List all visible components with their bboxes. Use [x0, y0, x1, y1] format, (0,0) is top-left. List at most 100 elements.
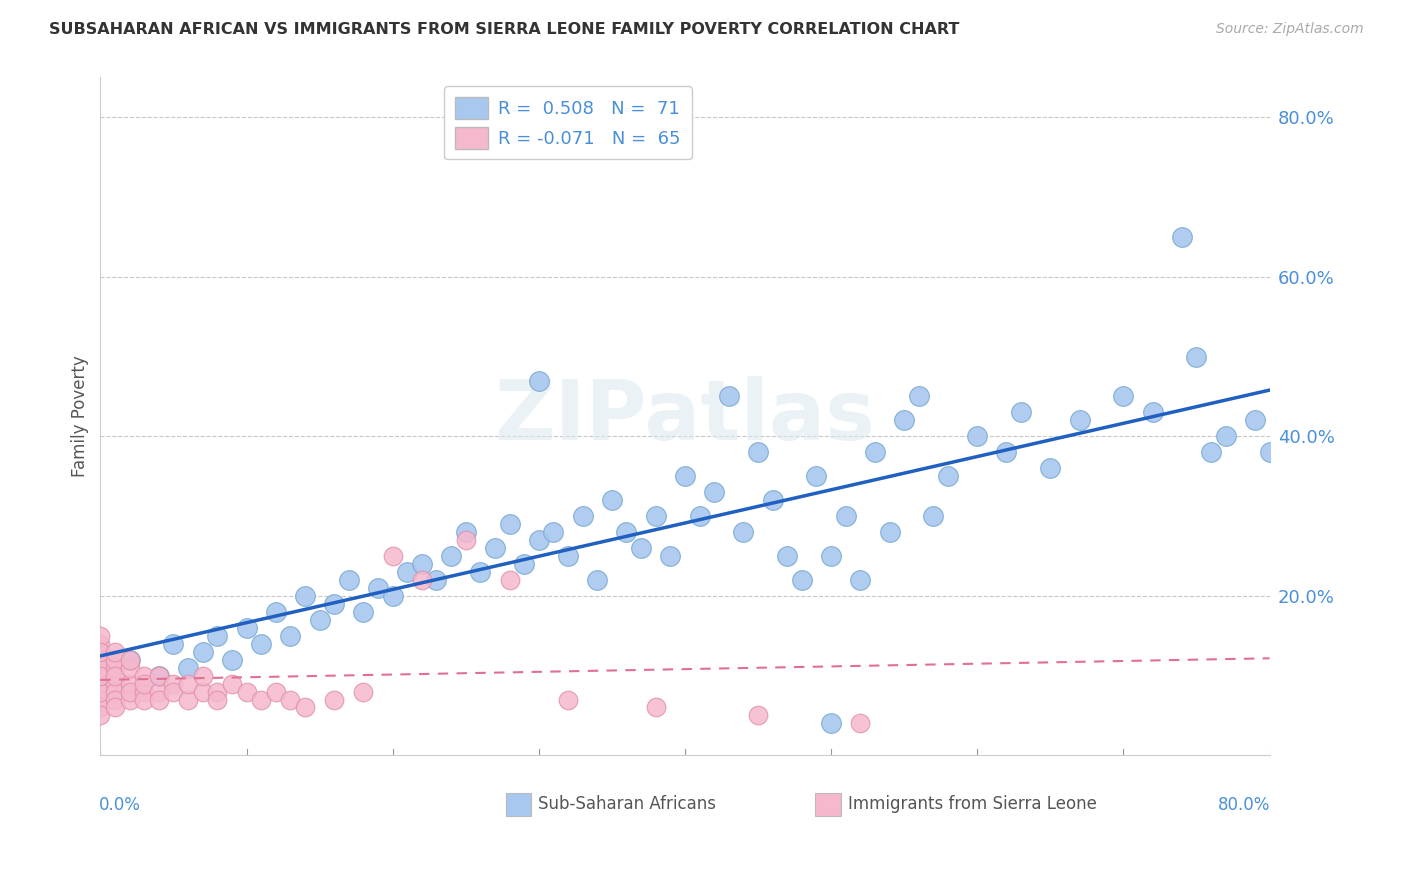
- Point: [776, 549, 799, 563]
- Point: [162, 637, 184, 651]
- Point: [733, 524, 755, 539]
- Point: [557, 549, 579, 563]
- Point: [104, 676, 127, 690]
- Point: [162, 684, 184, 698]
- Point: [104, 700, 127, 714]
- Point: [659, 549, 682, 563]
- Point: [104, 653, 127, 667]
- Text: ZIPatlas: ZIPatlas: [495, 376, 876, 457]
- Point: [893, 413, 915, 427]
- Point: [425, 573, 447, 587]
- Point: [104, 660, 127, 674]
- Point: [1215, 429, 1237, 443]
- Point: [879, 524, 901, 539]
- Point: [207, 684, 229, 698]
- Point: [89, 692, 111, 706]
- Point: [644, 700, 666, 714]
- Point: [148, 668, 170, 682]
- Point: [148, 684, 170, 698]
- Point: [89, 692, 111, 706]
- Point: [337, 573, 360, 587]
- Point: [820, 549, 842, 563]
- Point: [1185, 350, 1208, 364]
- Point: [454, 533, 477, 547]
- Point: [381, 589, 404, 603]
- Point: [89, 645, 111, 659]
- Point: [673, 469, 696, 483]
- Point: [134, 668, 156, 682]
- Point: [89, 645, 111, 659]
- Point: [762, 493, 785, 508]
- Point: [118, 660, 141, 674]
- Point: [513, 557, 536, 571]
- Point: [280, 629, 302, 643]
- Point: [264, 605, 287, 619]
- Point: [118, 653, 141, 667]
- Text: Sub-Saharan Africans: Sub-Saharan Africans: [538, 796, 717, 814]
- Text: 80.0%: 80.0%: [1219, 796, 1271, 814]
- Point: [936, 469, 959, 483]
- Point: [89, 637, 111, 651]
- Point: [250, 637, 273, 651]
- Point: [470, 565, 492, 579]
- Point: [1199, 445, 1222, 459]
- Point: [235, 621, 257, 635]
- Point: [89, 668, 111, 682]
- Point: [1010, 405, 1032, 419]
- Point: [104, 668, 127, 682]
- Point: [806, 469, 828, 483]
- Text: Source: ZipAtlas.com: Source: ZipAtlas.com: [1216, 22, 1364, 37]
- Point: [835, 509, 858, 524]
- Point: [922, 509, 945, 524]
- Point: [89, 668, 111, 682]
- Point: [484, 541, 506, 555]
- Point: [207, 692, 229, 706]
- Y-axis label: Family Poverty: Family Poverty: [72, 356, 89, 477]
- Point: [747, 445, 769, 459]
- Point: [134, 692, 156, 706]
- Point: [557, 692, 579, 706]
- Point: [191, 668, 214, 682]
- Point: [89, 629, 111, 643]
- Point: [1039, 461, 1062, 475]
- Point: [747, 708, 769, 723]
- Point: [207, 629, 229, 643]
- Point: [308, 613, 330, 627]
- Point: [294, 589, 316, 603]
- Point: [966, 429, 988, 443]
- Point: [616, 524, 638, 539]
- Point: [630, 541, 652, 555]
- Point: [1258, 445, 1281, 459]
- Point: [89, 653, 111, 667]
- Point: [89, 708, 111, 723]
- Legend: R =  0.508   N =  71, R = -0.071   N =  65: R = 0.508 N = 71, R = -0.071 N = 65: [444, 87, 692, 160]
- Point: [104, 645, 127, 659]
- Point: [323, 597, 346, 611]
- Point: [1142, 405, 1164, 419]
- Point: [527, 533, 550, 547]
- Point: [118, 653, 141, 667]
- Point: [89, 660, 111, 674]
- Point: [89, 676, 111, 690]
- Point: [294, 700, 316, 714]
- Point: [323, 692, 346, 706]
- Point: [849, 716, 872, 731]
- Point: [89, 660, 111, 674]
- Point: [411, 573, 433, 587]
- Point: [1244, 413, 1267, 427]
- Point: [790, 573, 813, 587]
- Point: [148, 692, 170, 706]
- Point: [89, 684, 111, 698]
- Point: [177, 692, 200, 706]
- Point: [995, 445, 1018, 459]
- Point: [863, 445, 886, 459]
- Point: [177, 676, 200, 690]
- Point: [352, 605, 374, 619]
- Point: [717, 389, 740, 403]
- Point: [89, 653, 111, 667]
- Point: [134, 676, 156, 690]
- Point: [1171, 230, 1194, 244]
- Point: [586, 573, 609, 587]
- Point: [118, 692, 141, 706]
- Point: [411, 557, 433, 571]
